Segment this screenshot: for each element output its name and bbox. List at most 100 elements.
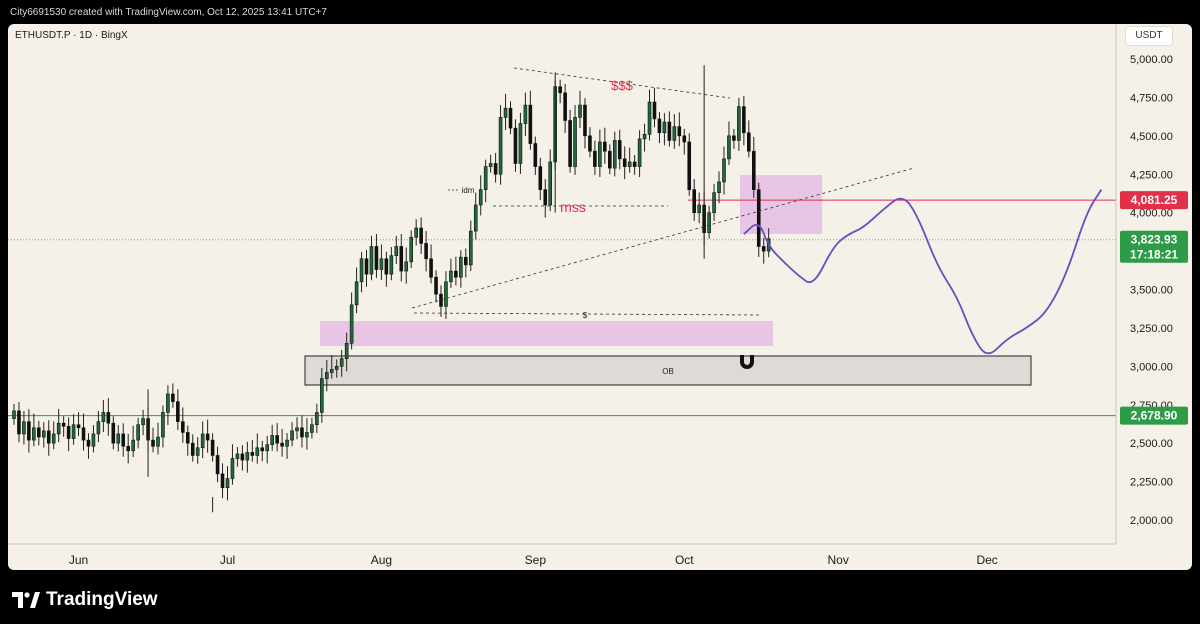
candle <box>324 360 329 392</box>
currency-selector[interactable]: USDT <box>1126 27 1172 45</box>
candle <box>439 285 443 317</box>
candle <box>210 433 215 462</box>
candle <box>12 403 16 425</box>
candle-body <box>424 243 428 260</box>
liquidity-top-line <box>513 67 731 99</box>
candle-body <box>215 455 220 475</box>
candle <box>642 123 647 152</box>
candle <box>300 415 304 448</box>
candle-body <box>181 421 185 433</box>
y-tick-label: 2,000.00 <box>1130 515 1173 527</box>
candle <box>131 425 135 457</box>
candle <box>205 419 210 453</box>
candle-body <box>56 422 61 435</box>
candle-body <box>478 189 483 206</box>
candle-body <box>647 101 652 135</box>
candle <box>568 109 572 173</box>
tradingview-icon <box>12 592 40 608</box>
candle-body <box>41 430 46 438</box>
candle <box>722 146 726 195</box>
resistance-price-label-text: 4,081.25 <box>1131 193 1178 207</box>
price-chart[interactable]: $$$ mss idm $ OB 5,000.00 4,750.00 4,500.00 4,2… <box>8 24 1192 570</box>
candle-body <box>449 270 453 283</box>
candle-body <box>747 132 751 152</box>
candle <box>573 104 577 175</box>
candle <box>56 408 61 443</box>
trendline <box>411 167 915 309</box>
candle <box>607 144 612 175</box>
candle-body <box>533 143 538 167</box>
candle <box>498 104 503 185</box>
candle-body <box>91 433 96 447</box>
x-tick-label: Jul <box>220 553 235 567</box>
candle <box>171 383 175 408</box>
candle-body <box>389 255 394 275</box>
order-block-zone <box>304 355 1032 386</box>
candle-body <box>310 424 314 433</box>
candle <box>434 270 438 303</box>
candle-body <box>637 138 642 167</box>
candle-body <box>324 372 329 379</box>
candle <box>503 93 508 130</box>
candle-body <box>265 444 270 452</box>
candle-body <box>151 439 155 447</box>
candle-body <box>464 256 468 266</box>
candle-body <box>275 435 279 444</box>
candle <box>528 90 533 150</box>
candle <box>51 421 56 450</box>
candle-body <box>270 435 274 446</box>
candle <box>176 389 180 430</box>
candle <box>548 149 553 212</box>
candle <box>270 424 274 451</box>
candle <box>46 420 51 456</box>
candle-body <box>722 158 726 183</box>
magnet-shape <box>740 355 754 369</box>
candle-body <box>563 92 567 121</box>
magnet-icon <box>740 355 754 369</box>
candle <box>538 157 543 201</box>
candle-body <box>468 230 473 266</box>
candle <box>732 128 736 149</box>
candle-body <box>528 104 533 144</box>
candle <box>200 421 205 459</box>
candle <box>41 422 46 448</box>
candle-body <box>46 430 51 444</box>
candle-body <box>483 166 488 190</box>
candle-body <box>603 141 607 152</box>
candle <box>374 234 379 278</box>
candle-body <box>761 246 766 252</box>
candle <box>369 235 374 281</box>
candle <box>652 87 657 128</box>
candle-body <box>71 424 76 439</box>
candle <box>389 246 394 281</box>
candle <box>250 439 255 462</box>
candle <box>161 405 165 448</box>
candle-body <box>12 410 16 419</box>
candle <box>404 247 409 284</box>
x-tick-label: Oct <box>675 553 694 567</box>
candle-body <box>518 123 523 164</box>
tradingview-logo[interactable]: TradingView <box>12 588 158 612</box>
candle-body <box>200 433 205 449</box>
y-tick-label: 3,000.00 <box>1130 361 1173 373</box>
candle-body <box>444 281 448 307</box>
candle <box>692 179 697 221</box>
x-tick-label: Nov <box>828 553 849 567</box>
candle <box>379 244 384 280</box>
candle-body <box>622 158 627 167</box>
candle <box>329 355 334 379</box>
candle <box>32 413 36 447</box>
candle-body <box>578 104 582 118</box>
symbol-info[interactable]: ETHUSDT.P · 1D · BingX <box>15 30 128 41</box>
candle-body <box>712 192 716 213</box>
candle <box>558 79 562 104</box>
candle <box>761 237 766 264</box>
candle-body <box>349 304 354 344</box>
candle-body <box>86 439 91 447</box>
candle <box>240 445 245 471</box>
candle <box>310 417 314 439</box>
candle-body <box>384 258 389 275</box>
candle <box>195 437 200 464</box>
candle <box>622 146 627 180</box>
chart-panel[interactable]: $$$ mss idm $ OB 5,000.00 4,750.00 4,500.00 4,2… <box>8 24 1192 570</box>
